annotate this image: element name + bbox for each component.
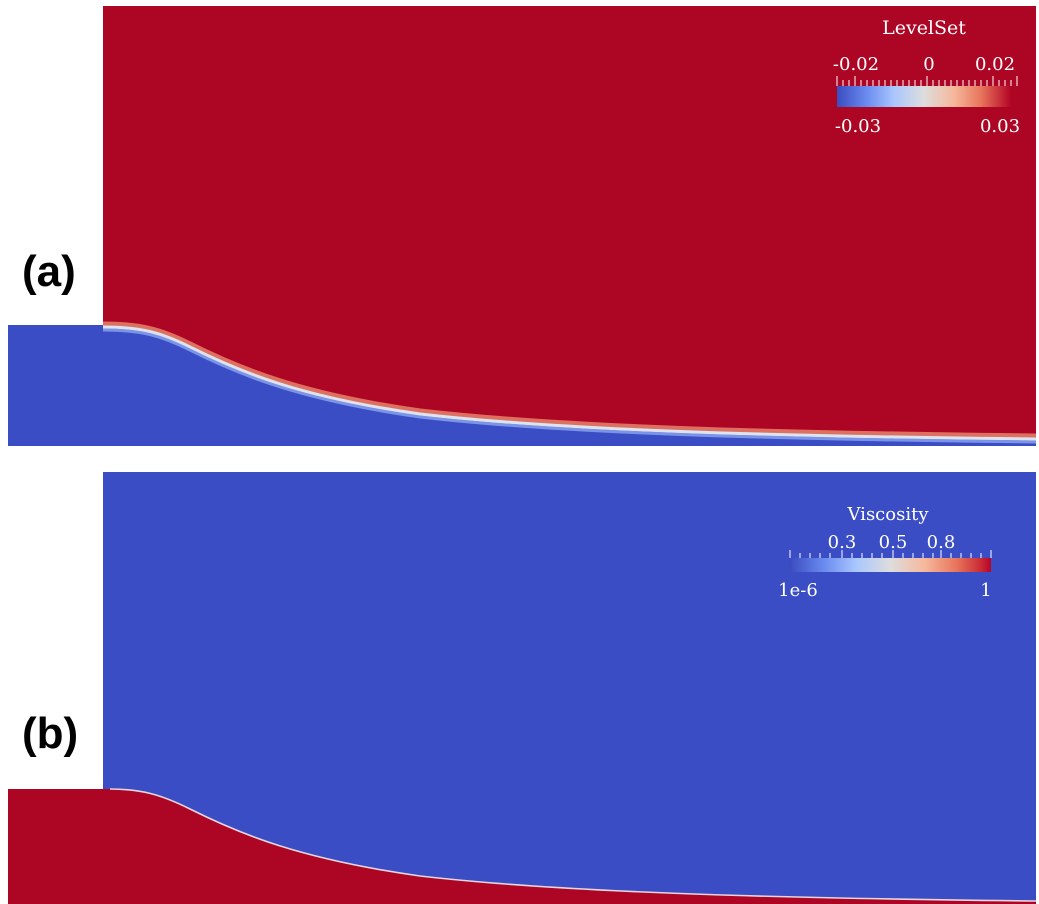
colorbar-tick-label: -0.02 (833, 54, 879, 75)
colorbar-tick-label: 0.02 (975, 54, 1015, 75)
colorbar-title: Viscosity (847, 504, 930, 525)
upper-phase-region (103, 472, 1036, 904)
colorbar-min-label: -0.03 (835, 116, 881, 137)
colorbar-minor-ticks (836, 76, 1018, 86)
panel-b-label: (b) (22, 709, 79, 758)
interface-band-inner (102, 325, 1037, 441)
colorbar-gradient (837, 86, 1011, 107)
colorbar-minor-ticks (789, 550, 992, 558)
colorbar-tick-label: 0 (923, 54, 934, 75)
levelset-field-plot: LevelSet -0.02 0 0.02 -0.03 0.03 (8, 6, 1037, 446)
colorbar-gradient (790, 558, 991, 572)
colorbar-tick-label: 0.8 (927, 532, 956, 553)
interface-band-outer (102, 321, 1037, 441)
colorbar-title: LevelSet (882, 17, 966, 39)
lower-phase-region (8, 325, 1036, 446)
colorbar-tick-label: 0.3 (828, 532, 857, 553)
colorbar-tick-label: 0.5 (879, 532, 908, 553)
colorbar-max-label: 1 (980, 580, 991, 601)
interface-line (109, 788, 1037, 902)
lower-phase-region (8, 789, 1036, 904)
levelset-colorbar: LevelSet -0.02 0 0.02 -0.03 0.03 (833, 17, 1020, 137)
viscosity-field-plot: Viscosity 0.3 0.5 0.8 1e-6 1 (8, 472, 1037, 904)
viscosity-colorbar: Viscosity 0.3 0.5 0.8 1e-6 1 (778, 504, 992, 601)
colorbar-min-label: 1e-6 (778, 580, 818, 601)
interface-band-blue (102, 328, 1037, 444)
panel-a-label: (a) (22, 247, 76, 296)
colorbar-max-label: 0.03 (980, 116, 1020, 137)
